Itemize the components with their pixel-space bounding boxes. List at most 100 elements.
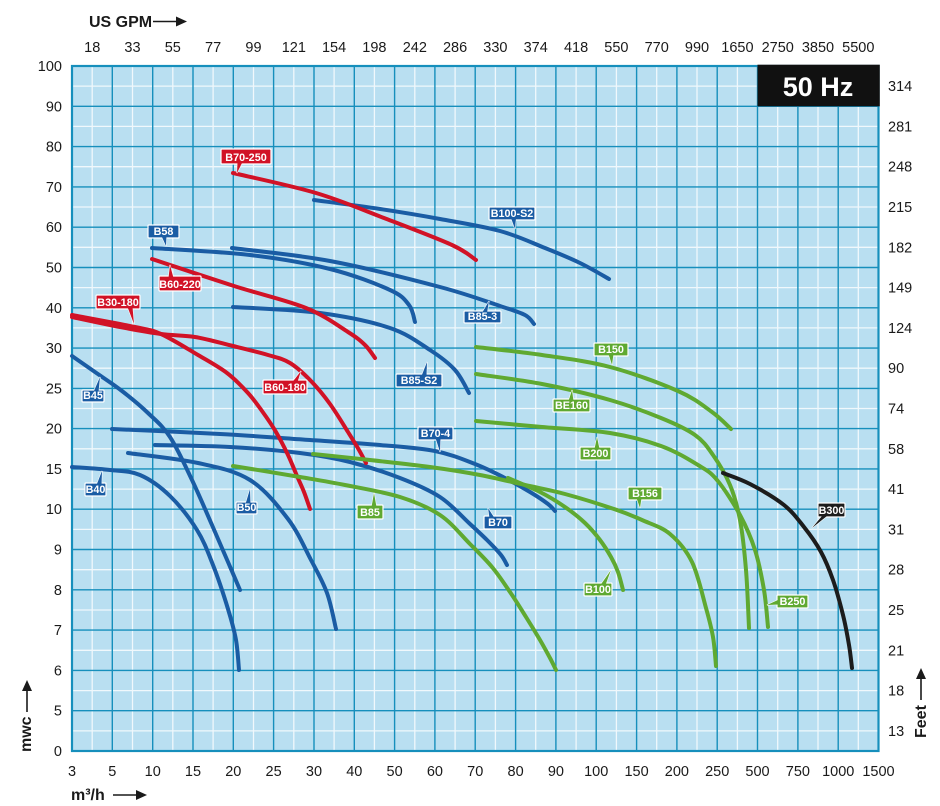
svg-text:33: 33 [124,40,140,56]
svg-text:18: 18 [888,684,904,700]
svg-text:418: 418 [564,40,588,56]
svg-text:149: 149 [888,281,912,297]
svg-text:124: 124 [888,321,912,337]
svg-text:770: 770 [645,40,669,56]
svg-text:28: 28 [888,563,904,579]
svg-text:150: 150 [624,764,648,780]
svg-text:13: 13 [888,724,904,740]
svg-text:100: 100 [584,764,608,780]
svg-text:B60-180: B60-180 [264,382,305,394]
svg-text:70: 70 [46,180,62,196]
svg-text:500: 500 [745,764,769,780]
svg-text:B300: B300 [819,505,845,517]
svg-text:B85-S2: B85-S2 [401,375,438,387]
svg-text:314: 314 [888,79,912,95]
svg-text:B70: B70 [488,517,508,529]
svg-text:B100-S2: B100-S2 [491,208,534,220]
svg-text:242: 242 [403,40,427,56]
svg-text:1650: 1650 [721,40,753,56]
svg-text:21: 21 [888,643,904,659]
svg-text:Feet: Feet [913,704,930,738]
svg-text:7: 7 [54,623,62,639]
svg-text:90: 90 [548,764,564,780]
svg-text:B150: B150 [598,344,624,356]
svg-text:182: 182 [888,240,912,256]
svg-text:25: 25 [888,603,904,619]
svg-text:40: 40 [346,764,362,780]
svg-text:B60-220: B60-220 [159,279,200,291]
svg-text:1000: 1000 [822,764,854,780]
svg-text:5: 5 [54,704,62,720]
svg-text:3: 3 [68,764,76,780]
svg-text:70: 70 [467,764,483,780]
svg-text:60: 60 [46,220,62,236]
svg-text:50 Hz: 50 Hz [783,72,854,102]
svg-text:B70-250: B70-250 [225,152,266,164]
svg-text:US GPM: US GPM [89,14,152,31]
svg-text:77: 77 [205,40,221,56]
svg-text:80: 80 [508,764,524,780]
svg-text:100: 100 [38,59,62,75]
svg-text:15: 15 [185,764,201,780]
svg-text:B30-180: B30-180 [97,297,138,309]
svg-text:25: 25 [46,381,62,397]
svg-text:0: 0 [54,744,62,760]
svg-text:200: 200 [665,764,689,780]
svg-text:mwc: mwc [18,716,35,752]
svg-text:20: 20 [46,422,62,438]
svg-text:B45: B45 [83,390,103,402]
svg-text:250: 250 [705,764,729,780]
svg-text:40: 40 [46,301,62,317]
svg-text:154: 154 [322,40,346,56]
svg-text:50: 50 [46,261,62,277]
svg-text:990: 990 [685,40,709,56]
svg-text:BE160: BE160 [555,400,588,412]
svg-text:6: 6 [54,663,62,679]
svg-text:99: 99 [245,40,261,56]
svg-text:B50: B50 [237,502,257,514]
svg-text:80: 80 [46,140,62,156]
svg-text:B250: B250 [780,596,806,608]
svg-text:B40: B40 [86,484,106,496]
svg-text:10: 10 [46,502,62,518]
svg-text:31: 31 [888,522,904,538]
svg-text:m³/h: m³/h [71,787,105,804]
svg-text:B85: B85 [360,507,380,519]
svg-text:550: 550 [604,40,628,56]
svg-text:B100: B100 [585,584,611,596]
svg-text:750: 750 [786,764,810,780]
svg-text:15: 15 [46,462,62,478]
svg-text:248: 248 [888,160,912,176]
svg-text:90: 90 [46,99,62,115]
svg-text:10: 10 [145,764,161,780]
svg-text:B70-4: B70-4 [421,428,450,440]
svg-text:215: 215 [888,200,912,216]
svg-text:50: 50 [387,764,403,780]
svg-text:8: 8 [54,583,62,599]
svg-text:330: 330 [483,40,507,56]
svg-text:5500: 5500 [842,40,874,56]
svg-text:18: 18 [84,40,100,56]
svg-text:1500: 1500 [862,764,894,780]
svg-text:374: 374 [524,40,548,56]
svg-text:3850: 3850 [802,40,834,56]
svg-text:90: 90 [888,361,904,377]
svg-text:55: 55 [165,40,181,56]
svg-text:60: 60 [427,764,443,780]
svg-text:2750: 2750 [762,40,794,56]
svg-text:B58: B58 [154,226,174,238]
svg-text:41: 41 [888,482,904,498]
svg-text:286: 286 [443,40,467,56]
svg-text:B85-3: B85-3 [468,311,497,323]
svg-text:25: 25 [266,764,282,780]
svg-text:B156: B156 [632,488,658,500]
svg-text:30: 30 [306,764,322,780]
svg-text:9: 9 [54,543,62,559]
svg-text:121: 121 [282,40,306,56]
svg-text:281: 281 [888,119,912,135]
svg-text:58: 58 [888,442,904,458]
svg-text:198: 198 [362,40,386,56]
svg-text:B200: B200 [583,448,609,460]
svg-text:30: 30 [46,341,62,357]
svg-text:74: 74 [888,402,904,418]
